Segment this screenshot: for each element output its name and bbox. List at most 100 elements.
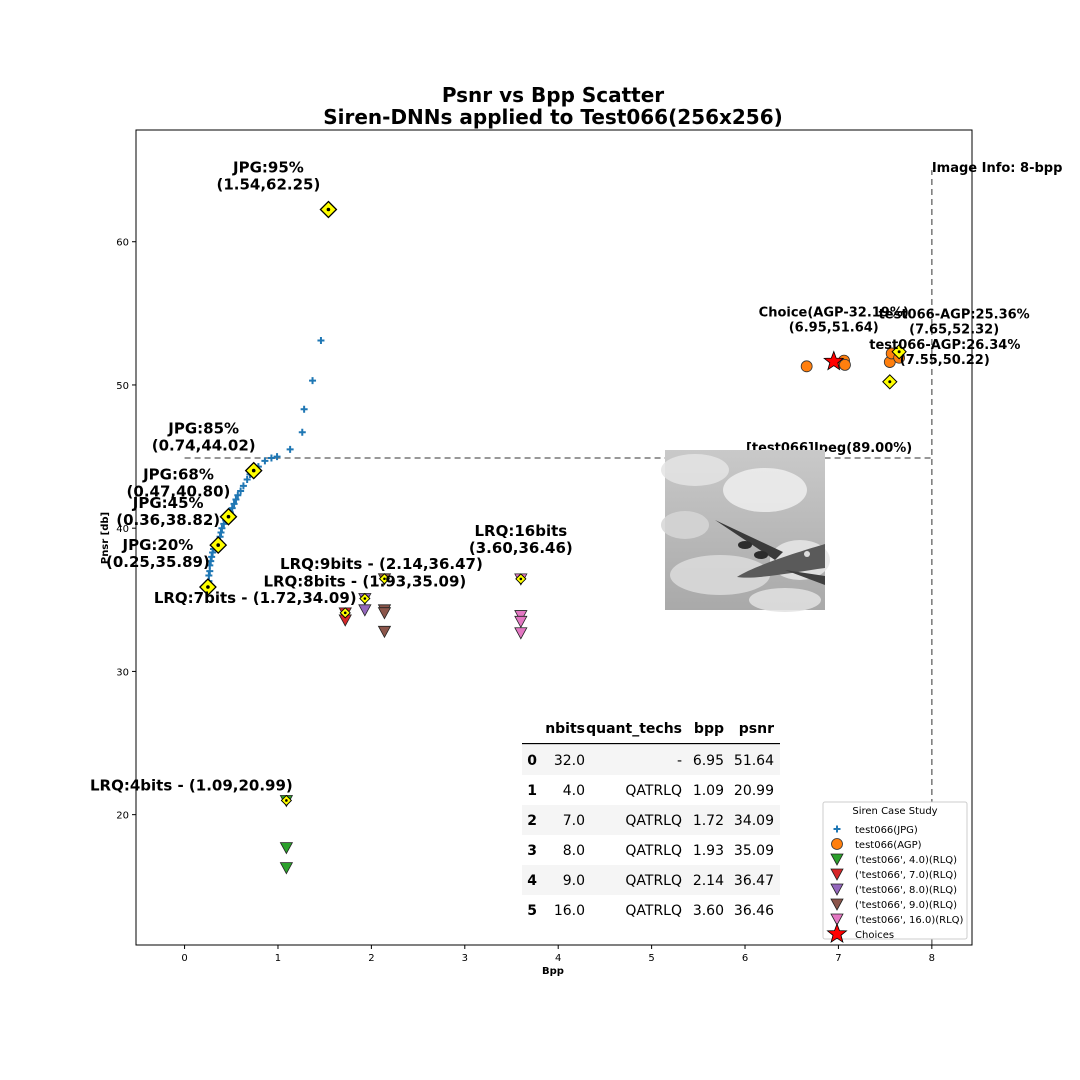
x-tick-label: 5 (648, 953, 654, 964)
table-row (522, 745, 780, 775)
x-tick-label: 3 (462, 953, 468, 964)
y-tick-label: 20 (116, 811, 129, 822)
annotation-label: (0.36,38.82) (116, 511, 220, 529)
legend-label: ('test066', 8.0)(RLQ) (855, 885, 957, 896)
legend-marker (831, 838, 843, 850)
data-point (514, 615, 528, 629)
jpg-highlight-dot (326, 207, 331, 212)
annotation-label: JPG:95% (232, 158, 304, 176)
annotation-label: LRQ:4bits - (1.09,20.99) (90, 776, 293, 794)
annotation-label: (1.54,62.25) (216, 175, 320, 193)
table-cell: 8.0 (563, 843, 585, 859)
plot-frame (135, 129, 973, 946)
annotation-label: JPG:68% (142, 466, 214, 484)
x-tick-label: 7 (835, 953, 841, 964)
x-tick-label: 8 (929, 953, 935, 964)
annotation-label: LRQ:9bits - (2.14,36.47) (280, 555, 483, 573)
legend-marker (830, 868, 844, 881)
table-cell: 16.0 (554, 903, 585, 919)
inset-wing (715, 520, 783, 560)
x-tick-label: 6 (742, 953, 748, 964)
annotation-label: JPG:85% (167, 420, 239, 438)
inset-fuselage (737, 544, 825, 578)
legend-title: Siren Case Study (852, 806, 937, 817)
series-7 (823, 350, 845, 371)
table-header-cell: psnr (739, 721, 774, 737)
inset-engine (754, 551, 768, 559)
inset-insignia (804, 551, 810, 557)
legend-marker (830, 853, 844, 866)
annotation-label: LRQ:16bits (474, 522, 567, 540)
legend-marker (830, 913, 844, 926)
x-tick-label: 1 (275, 953, 281, 964)
inset-cloud (670, 555, 770, 595)
annotation-label: test066-AGP:25.36% (879, 308, 1030, 323)
annotation-label: (7.65,52.32) (909, 323, 999, 338)
data-point (232, 496, 240, 504)
table-cell: 20.99 (734, 783, 774, 799)
legend-marker (830, 883, 844, 896)
rlq-highlight-dot (363, 597, 367, 600)
legend-marker (826, 922, 848, 944)
table-header-cell: nbits (545, 721, 585, 737)
table-cell: 0 (527, 753, 537, 769)
y-tick-label: 30 (116, 667, 129, 678)
table-cell: 1.93 (693, 843, 724, 859)
rlq-highlight-dot (519, 577, 523, 581)
table-cell: 5 (527, 903, 537, 919)
annotation-label: LRQ:7bits - (1.72,34.09) (154, 589, 357, 607)
inset-cloud (749, 588, 821, 612)
annotation-label: LRQ:8bits - (1.93,35.09) (263, 573, 466, 591)
legend-box (822, 801, 968, 940)
annotation-label: (0.47,40.80) (127, 483, 231, 501)
agp-highlight-dot (897, 350, 901, 354)
data-point (823, 350, 845, 371)
data-point (220, 520, 228, 528)
annotations: JPG:95%(1.54,62.25) JPG:85%(0.74,44.02) JP… (90, 158, 1030, 794)
data-point (514, 627, 528, 640)
data-point (298, 428, 306, 436)
image-info-label: Image Info: 8-bpp (932, 161, 1063, 176)
legend-label: Choices (855, 930, 894, 941)
data-point (230, 500, 238, 508)
data-point (286, 445, 294, 453)
data-point (377, 625, 392, 639)
data-point (228, 504, 236, 512)
data-point (358, 604, 372, 617)
data-point (800, 360, 813, 373)
table-row (522, 805, 780, 835)
table-header-rule (522, 743, 780, 745)
table-cell: 32.0 (554, 753, 585, 769)
legend-label: ('test066', 9.0)(RLQ) (855, 900, 957, 911)
table-cell: 51.64 (734, 753, 774, 769)
jpg-highlight-dot (251, 468, 256, 473)
chart-subtitle: Siren-DNNs applied to Test066(256x256) (323, 105, 783, 129)
y-tick-label: 60 (116, 238, 129, 249)
data-point (377, 607, 392, 620)
y-tick-label: 40 (116, 524, 129, 535)
table-cell: QATRLQ (625, 873, 682, 889)
table-row (522, 865, 780, 895)
legend-label: test066(AGP) (855, 840, 922, 851)
data-point (300, 405, 308, 413)
table-cell: 4 (527, 873, 537, 889)
table-cell: - (677, 753, 682, 769)
annotation-label: Choice(AGP-32.19%) (759, 305, 909, 320)
table-cell: QATRLQ (625, 843, 682, 859)
chart-title: Psnr vs Bpp Scatter (442, 83, 664, 107)
x-axis-label: Bpp (542, 966, 564, 977)
data-point (234, 491, 242, 499)
data-point (839, 359, 851, 371)
table-cell: 2.14 (693, 873, 724, 889)
data-point (237, 487, 245, 495)
inset-cloud (723, 468, 807, 512)
agp-highlight-dot (888, 380, 892, 384)
data-point (243, 475, 251, 483)
legend-label: test066(JPG) (855, 825, 918, 836)
data-marks (199, 200, 907, 875)
rlq-highlight-dot (285, 799, 288, 802)
table-cell: QATRLQ (625, 813, 682, 829)
summary-table: nbits quant_techs bpp psnr 0 32.0 -6.95 51.64 1 4… (522, 721, 780, 919)
table-cell: 36.46 (734, 903, 774, 919)
